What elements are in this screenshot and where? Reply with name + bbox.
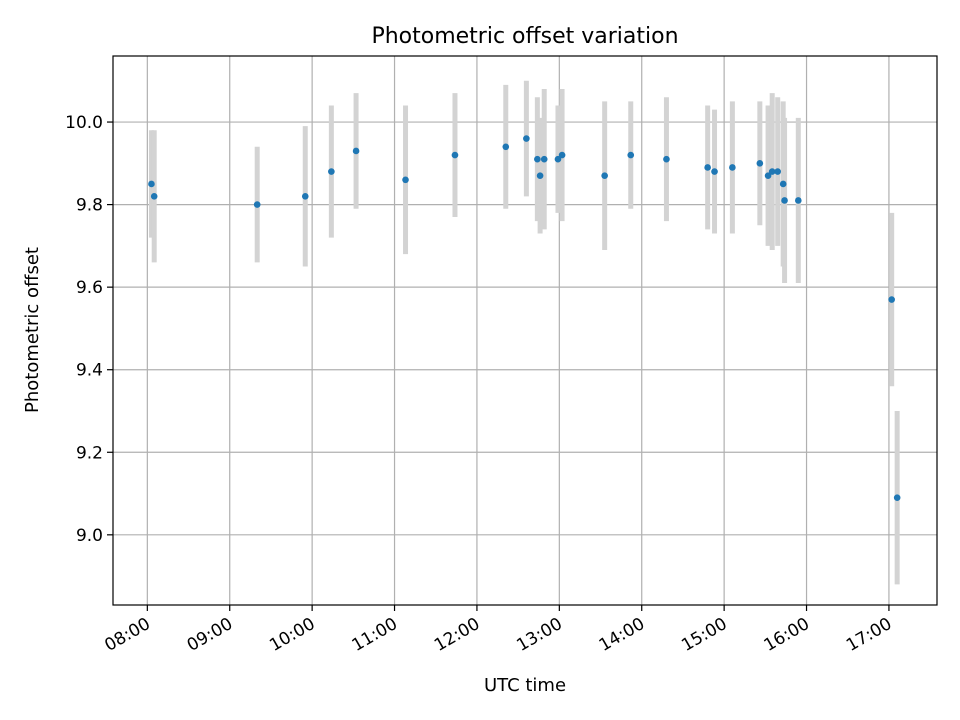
data-point bbox=[554, 155, 562, 163]
data-point bbox=[301, 193, 309, 200]
data-point bbox=[402, 176, 409, 184]
data-point bbox=[774, 168, 781, 175]
y-tick-label: 9.2 bbox=[76, 443, 103, 463]
data-point bbox=[451, 151, 459, 159]
data-point bbox=[781, 197, 788, 204]
data-point bbox=[627, 151, 635, 159]
data-point bbox=[253, 201, 261, 208]
data-points bbox=[148, 135, 901, 501]
data-point bbox=[794, 197, 802, 204]
y-tick-label: 9.0 bbox=[76, 526, 103, 546]
data-point bbox=[352, 147, 360, 155]
data-point bbox=[663, 155, 670, 163]
data-point bbox=[540, 155, 548, 163]
y-tick-label: 9.8 bbox=[76, 196, 103, 216]
x-axis-label: UTC time bbox=[484, 675, 566, 696]
data-point bbox=[756, 160, 764, 167]
data-point bbox=[534, 155, 541, 163]
data-point bbox=[558, 151, 566, 159]
data-point bbox=[601, 172, 608, 180]
data-point bbox=[711, 168, 718, 175]
y-axis-label: Photometric offset bbox=[22, 247, 43, 413]
y-tick-label: 9.4 bbox=[76, 361, 103, 381]
data-point bbox=[768, 168, 776, 175]
data-point bbox=[523, 135, 530, 142]
data-point bbox=[536, 172, 544, 180]
plot-frame bbox=[112, 55, 938, 606]
data-point bbox=[888, 296, 895, 303]
data-point bbox=[150, 193, 158, 200]
data-point bbox=[779, 180, 787, 188]
y-axis-ticks: 9.0 9.2 9.4 9.6 9.8 10.0 bbox=[65, 113, 113, 546]
data-point bbox=[729, 164, 736, 171]
y-tick-label: 9.6 bbox=[76, 278, 103, 298]
data-point bbox=[764, 172, 772, 180]
data-point bbox=[328, 168, 335, 175]
data-point bbox=[502, 143, 510, 151]
data-point bbox=[893, 494, 901, 501]
data-point bbox=[704, 164, 711, 171]
data-point bbox=[148, 180, 155, 188]
y-tick-label: 10.0 bbox=[65, 113, 103, 133]
chart-title: Photometric offset variation bbox=[371, 24, 678, 49]
